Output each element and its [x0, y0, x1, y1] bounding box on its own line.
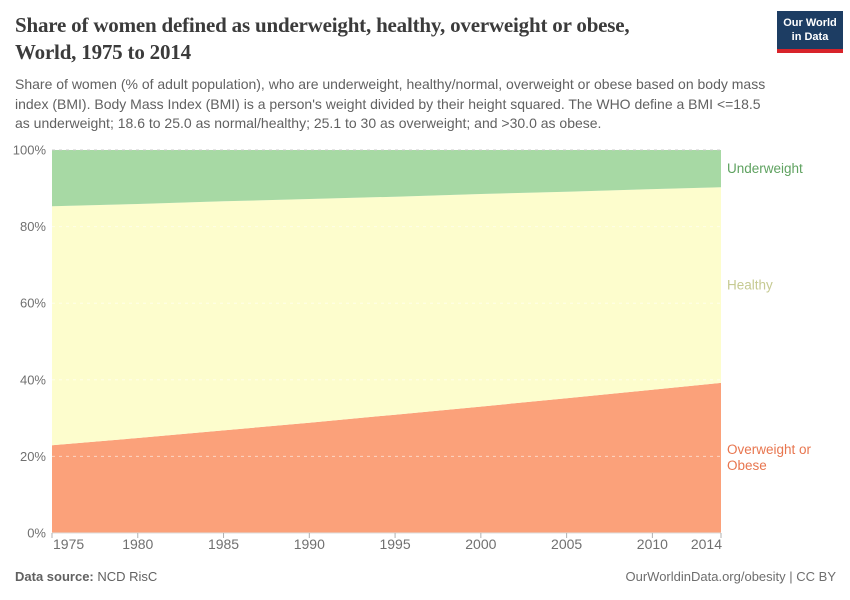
- x-tick-label-1990: 1990: [294, 536, 325, 552]
- x-tick-label-1995: 1995: [379, 536, 410, 552]
- area-healthy[interactable]: [52, 187, 721, 446]
- y-tick-label-20: 20%: [20, 449, 46, 464]
- stacked-area-chart[interactable]: 1975 1980 1985 1990 1995 2000 2005 2010 2014 0% 20…: [0, 138, 850, 562]
- title-line-2: World, 1975 to 2014: [15, 40, 191, 64]
- y-tick-label-80: 80%: [20, 219, 46, 234]
- x-tick-label-2010: 2010: [637, 536, 668, 552]
- x-tick-label-1975: 1975: [53, 536, 84, 552]
- chart-footer: Data source: NCD RisC OurWorldinData.org…: [15, 569, 836, 584]
- series-label-overweight-or-obese-line1: Overweight or: [727, 442, 812, 457]
- owid-logo: Our World in Data: [777, 11, 843, 53]
- x-tick-label-1985: 1985: [208, 536, 239, 552]
- area-overweight-or-obese[interactable]: [52, 382, 721, 533]
- data-source-value: NCD RisC: [93, 569, 158, 584]
- series-label-underweight: Underweight: [727, 161, 803, 176]
- y-tick-label-100: 100%: [13, 143, 47, 158]
- area-underweight[interactable]: [52, 150, 721, 207]
- x-tick-label-2014: 2014: [691, 536, 722, 552]
- x-tick-label-1980: 1980: [122, 536, 153, 552]
- title-line-1: Share of women defined as underweight, h…: [15, 13, 630, 37]
- logo-line-2: in Data: [791, 31, 829, 43]
- series-label-healthy: Healthy: [727, 278, 773, 293]
- y-tick-label-60: 60%: [20, 296, 46, 311]
- chart-subtitle: Share of women (% of adult population), …: [15, 76, 766, 131]
- x-tick-label-2000: 2000: [465, 536, 496, 552]
- series-label-overweight-or-obese-line2: Obese: [727, 458, 767, 473]
- page-title: Share of women defined as underweight, h…: [15, 12, 770, 66]
- chart-header: Share of women defined as underweight, h…: [15, 12, 770, 134]
- x-tick-label-2005: 2005: [551, 536, 582, 552]
- data-source: Data source: NCD RisC: [15, 569, 157, 584]
- y-tick-label-0: 0%: [27, 526, 46, 541]
- data-source-label: Data source:: [15, 569, 94, 584]
- attribution-link[interactable]: OurWorldinData.org/obesity | CC BY: [625, 569, 837, 584]
- logo-line-1: Our World: [783, 17, 837, 29]
- y-tick-label-40: 40%: [20, 372, 46, 387]
